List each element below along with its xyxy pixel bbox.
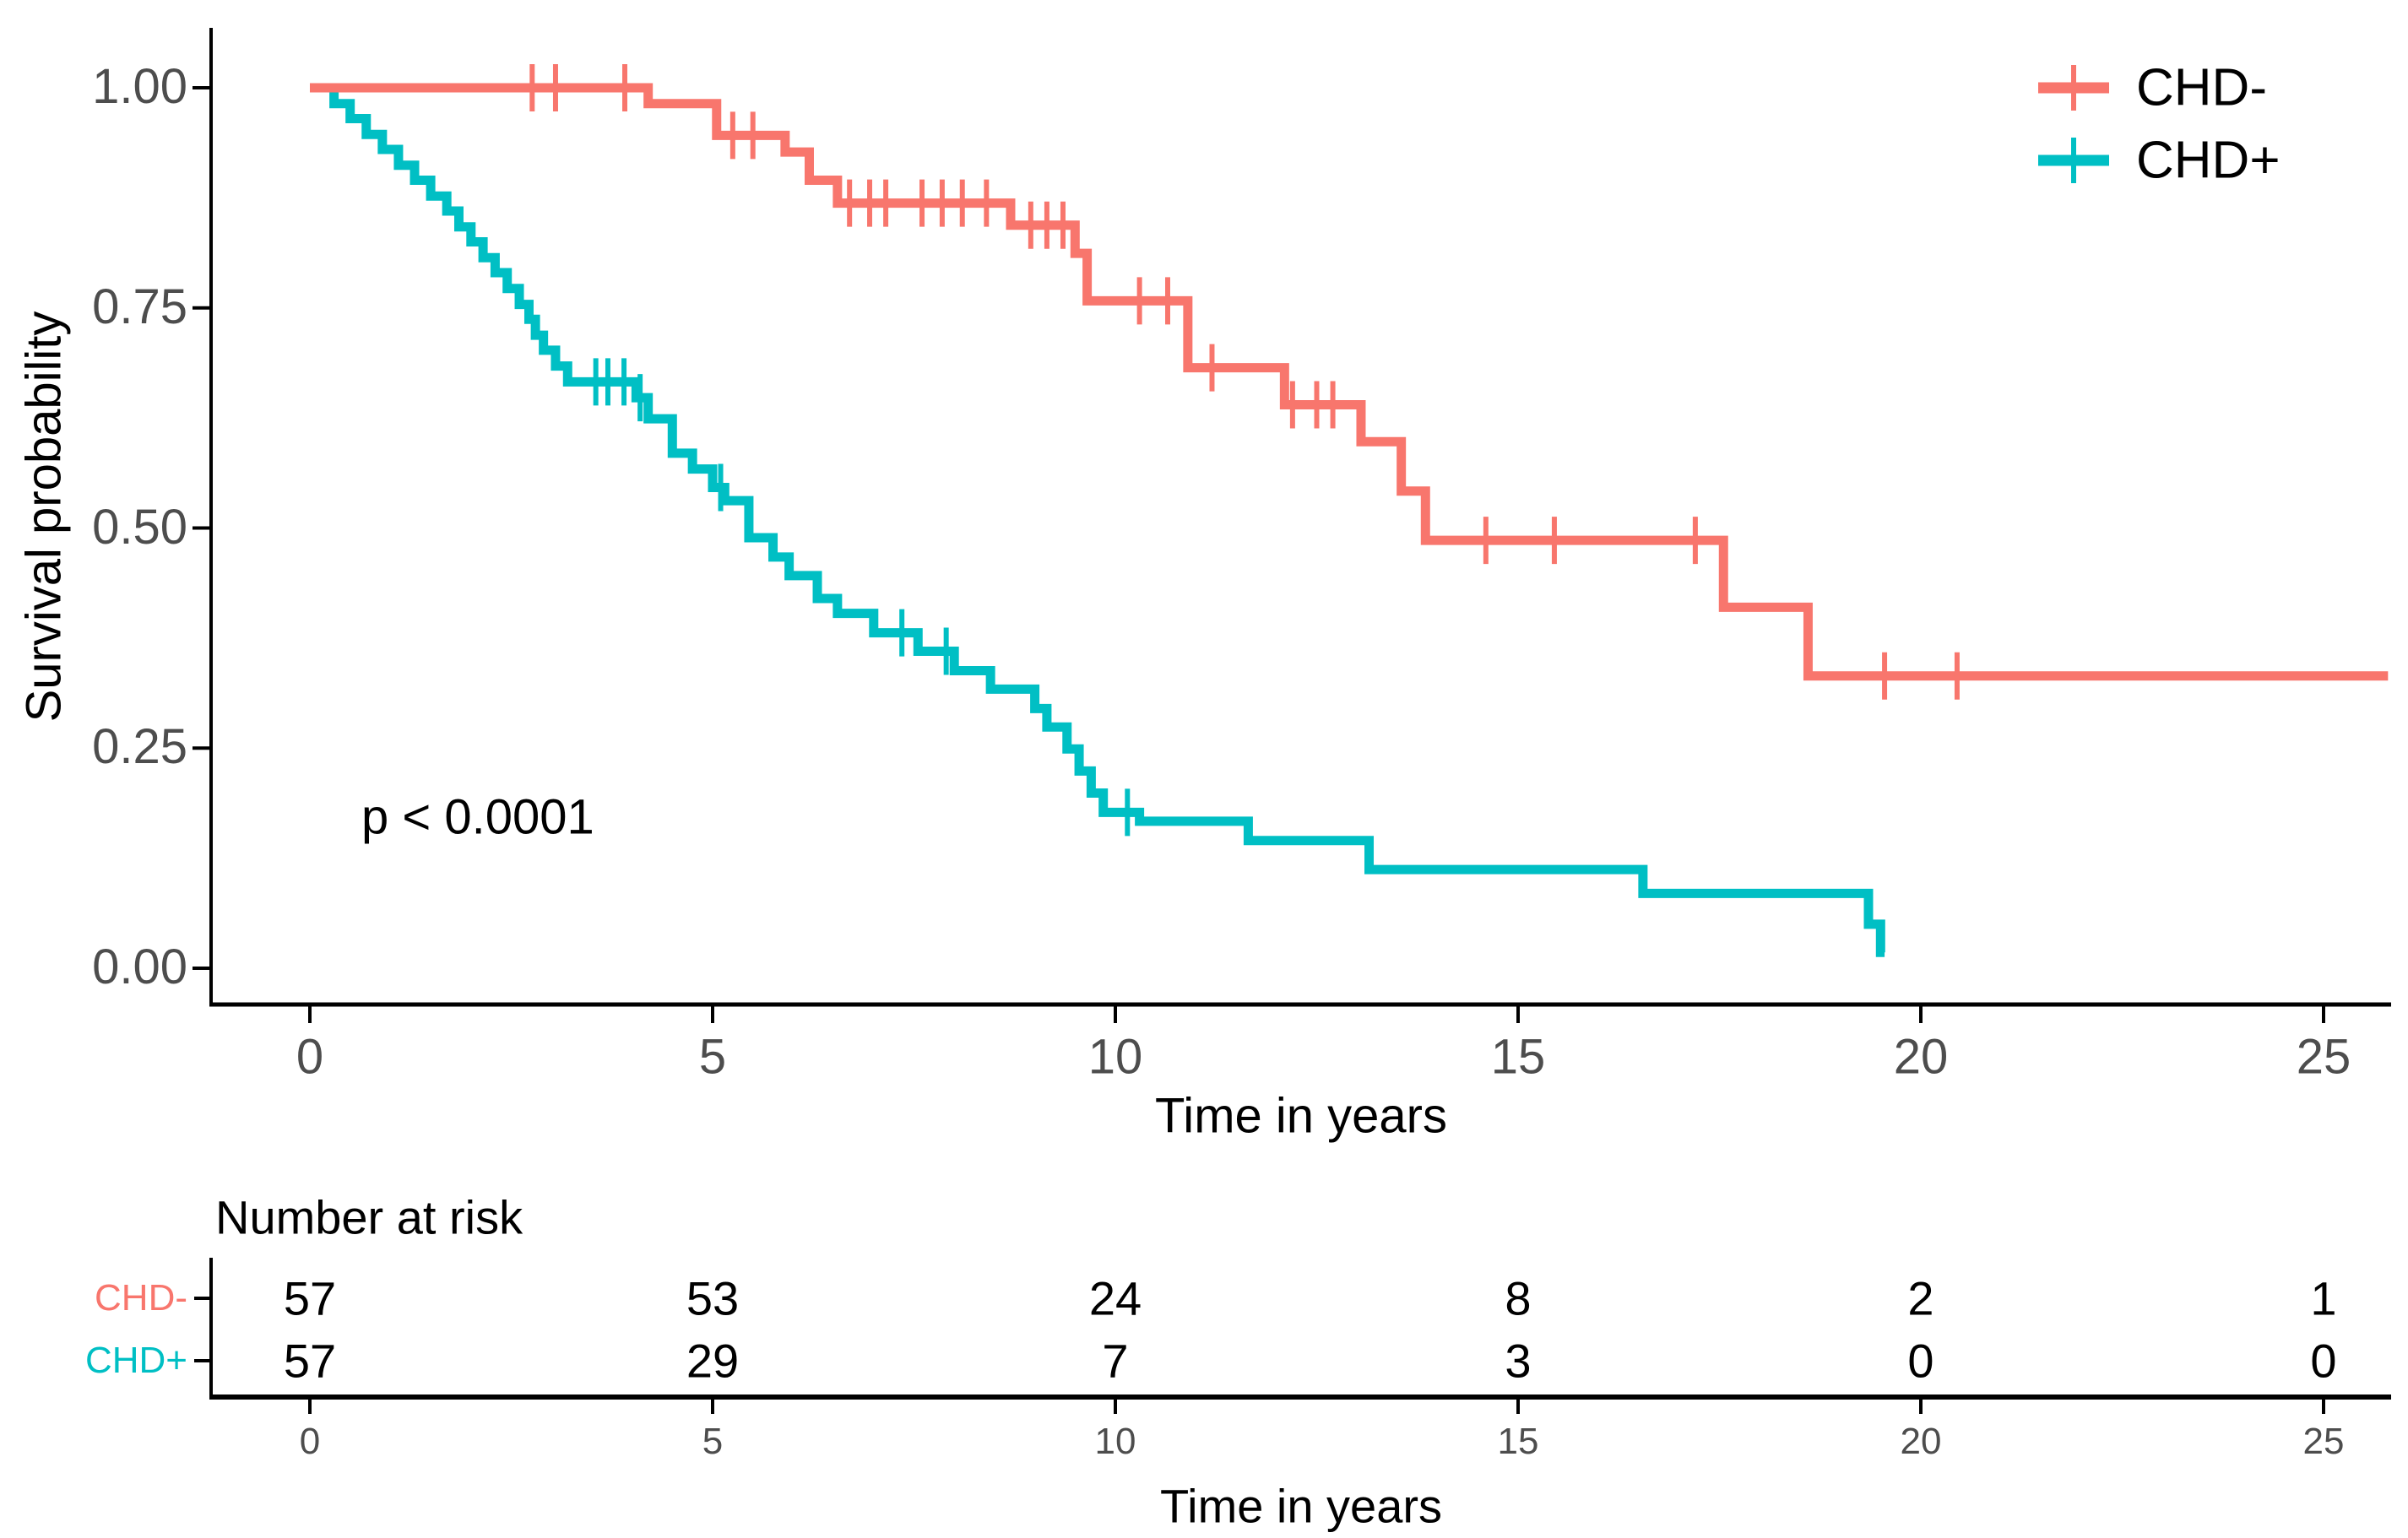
risk-count-chd-plus: 0 xyxy=(1907,1334,1934,1388)
risk-count-chd-plus: 3 xyxy=(1505,1334,1532,1388)
risk-count-chd-plus: 57 xyxy=(283,1334,337,1388)
km-curve-chd-minus xyxy=(310,83,2389,681)
risk-count-chd-minus: 24 xyxy=(1088,1271,1142,1325)
risk-x-tick-label: 5 xyxy=(702,1421,724,1462)
risk-count-chd-minus: 57 xyxy=(283,1271,337,1325)
risk-count-chd-minus: 8 xyxy=(1505,1271,1532,1325)
risk-count-chd-minus: 53 xyxy=(686,1271,740,1325)
risk-count-chd-plus: 7 xyxy=(1102,1334,1129,1388)
x-tick-label: 15 xyxy=(1490,1029,1546,1085)
y-tick-label: 0.75 xyxy=(92,279,187,334)
km-curve-chd-plus xyxy=(310,83,1885,957)
legend-label-chd-plus: CHD+ xyxy=(2136,131,2281,190)
risk-table-x-axis-title: Time in years xyxy=(1159,1479,1443,1533)
y-tick-label: 0.00 xyxy=(92,940,187,995)
x-tick-label: 10 xyxy=(1087,1029,1143,1085)
p-value-annotation: p < 0.0001 xyxy=(361,789,594,845)
risk-row-label-chd-plus: CHD+ xyxy=(84,1340,187,1381)
risk-x-tick-label: 15 xyxy=(1497,1421,1539,1462)
x-tick-label: 5 xyxy=(698,1029,727,1085)
y-tick-label: 0.50 xyxy=(92,499,187,555)
legend-label-chd-minus: CHD- xyxy=(2136,58,2267,117)
x-tick-label: 0 xyxy=(296,1029,324,1085)
risk-count-chd-plus: 0 xyxy=(2310,1334,2337,1388)
risk-row-label-chd-minus: CHD- xyxy=(95,1277,187,1319)
risk-x-tick-label: 0 xyxy=(299,1421,321,1462)
risk-x-tick-label: 10 xyxy=(1094,1421,1136,1462)
x-tick-label: 20 xyxy=(1893,1029,1949,1085)
risk-x-tick-label: 25 xyxy=(2302,1421,2345,1462)
risk-count-chd-minus: 2 xyxy=(1907,1271,1934,1325)
risk-count-chd-minus: 1 xyxy=(2310,1271,2337,1325)
x-tick-label: 25 xyxy=(2296,1029,2351,1085)
x-axis-title: Time in years xyxy=(1155,1088,1447,1144)
risk-x-tick-label: 20 xyxy=(1900,1421,1942,1462)
risk-count-chd-plus: 29 xyxy=(686,1334,740,1388)
y-tick-label: 0.25 xyxy=(92,719,187,775)
risk-table-title: Number at risk xyxy=(215,1190,523,1244)
y-tick-label: 1.00 xyxy=(92,59,187,115)
